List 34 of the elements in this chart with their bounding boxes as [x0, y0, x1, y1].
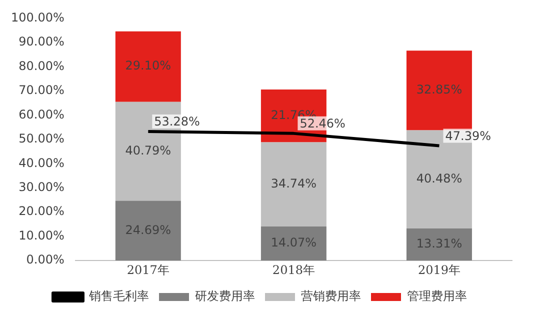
x-tick-label: 2017年	[126, 262, 170, 277]
y-tick-label: 30.00%	[18, 180, 64, 194]
y-tick-label: 10.00%	[18, 228, 64, 242]
x-tick-label: 2019年	[418, 262, 461, 277]
x-tick-label: 2018年	[272, 262, 315, 277]
bar	[115, 31, 181, 102]
y-tick-label: 70.00%	[18, 83, 64, 98]
data-label: 47.39%	[445, 128, 491, 143]
data-label: 29.10%	[125, 58, 172, 73]
legend-label: 研发费用率	[195, 289, 255, 304]
legend-label: 管理费用率	[407, 289, 467, 304]
bar	[260, 226, 326, 261]
data-label: 13.31%	[416, 236, 462, 251]
data-label: 14.07%	[270, 236, 317, 250]
y-tick-label: 80.00%	[18, 58, 64, 73]
y-tick-label: 0.00%	[26, 252, 64, 267]
legend-label: 销售毛利率	[88, 289, 149, 304]
bar	[406, 50, 472, 130]
legend-label: 营销费用率	[301, 289, 361, 304]
bar	[406, 228, 472, 261]
y-tick-label: 40.00%	[18, 156, 64, 170]
y-tick-label: 50.00%	[18, 132, 64, 146]
y-tick-label: 90.00%	[18, 34, 64, 49]
bar	[115, 200, 181, 261]
data-label: 34.74%	[270, 176, 317, 191]
data-label: 32.85%	[416, 82, 462, 97]
bar	[260, 142, 326, 226]
data-label: 24.69%	[125, 222, 172, 237]
data-label: 53.28%	[154, 114, 200, 129]
data-label: 40.48%	[416, 171, 462, 186]
data-label: 40.79%	[125, 143, 172, 158]
y-tick-label: 100.00%	[11, 10, 64, 24]
y-tick-label: 20.00%	[18, 204, 64, 218]
y-tick-label: 60.00%	[18, 107, 64, 122]
